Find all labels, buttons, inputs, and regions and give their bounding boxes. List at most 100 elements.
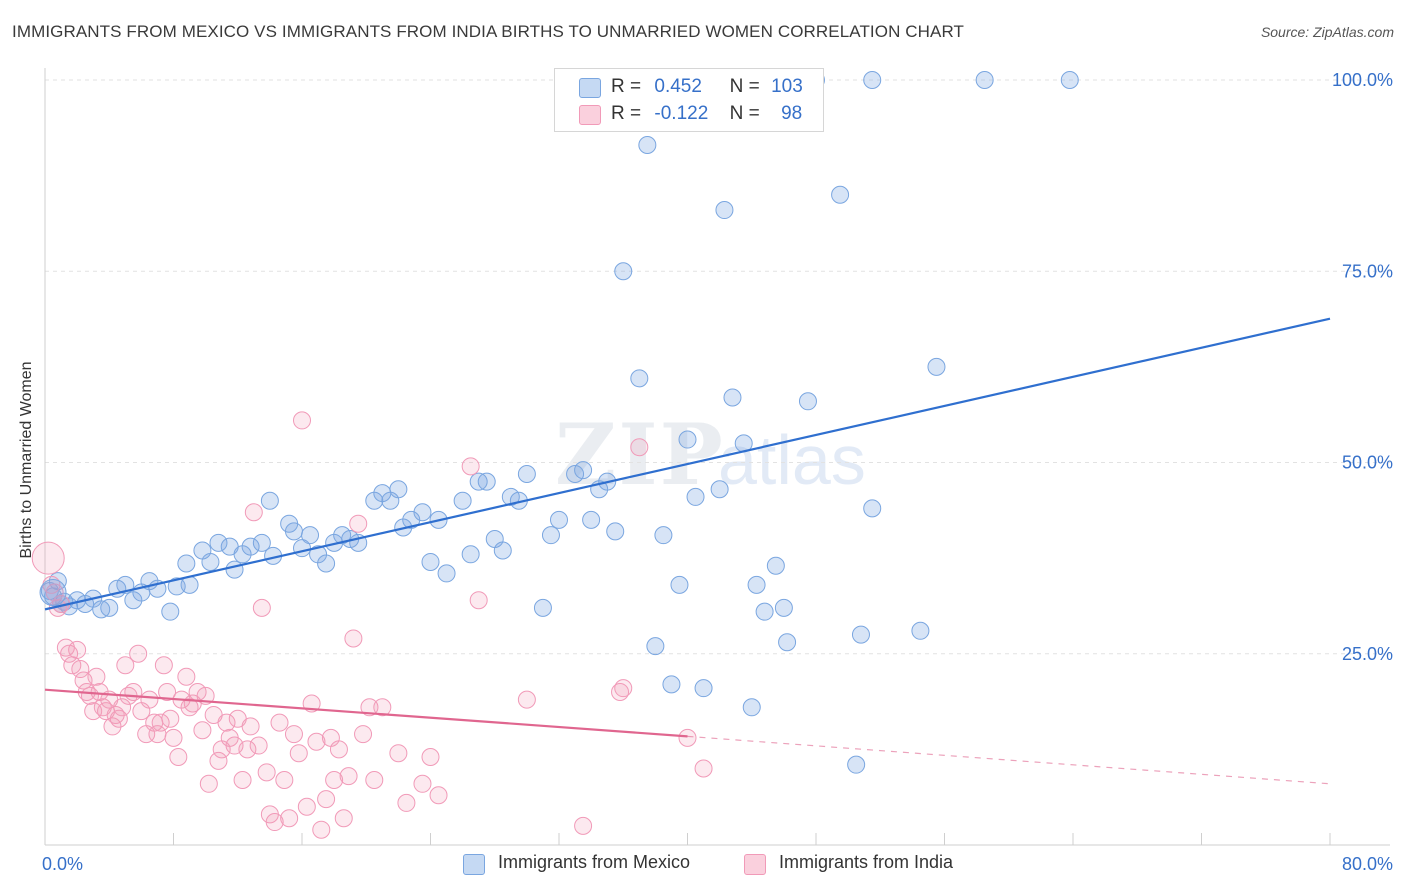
mexico-point xyxy=(911,621,930,640)
india-point xyxy=(339,767,358,786)
india-point xyxy=(238,740,257,759)
mexico-point xyxy=(975,71,994,89)
india-point xyxy=(177,667,196,686)
mexico-point xyxy=(662,675,681,694)
india-point xyxy=(45,583,64,602)
india-point xyxy=(244,503,263,522)
india-point xyxy=(71,660,90,679)
india-point xyxy=(68,640,87,659)
india-point xyxy=(31,541,65,575)
mexico-point xyxy=(670,575,689,594)
y-tick-label: 50.0% xyxy=(1342,453,1393,473)
mexico-point xyxy=(517,464,536,483)
india-point xyxy=(317,790,336,809)
watermark-atlas: atlas xyxy=(718,421,866,499)
india-point xyxy=(193,721,212,740)
y-tick-label: 25.0% xyxy=(1342,644,1393,664)
india-point xyxy=(265,813,284,832)
mexico-point xyxy=(461,545,480,564)
india-point xyxy=(169,748,188,767)
mexico-point xyxy=(260,491,279,510)
india-point xyxy=(469,591,488,610)
mexico-point xyxy=(630,369,649,388)
mexico-point xyxy=(798,392,817,411)
mexico-point xyxy=(694,679,713,698)
legend-r-value-india: -0.122 xyxy=(654,103,709,124)
india-trend-line xyxy=(44,688,688,738)
india-point xyxy=(611,683,630,701)
legend-r-label-mexico: R = xyxy=(611,76,642,97)
mexico-point xyxy=(413,503,432,522)
tick-labels: 25.0% 50.0% 75.0% 100.0% 0.0% 80.0% xyxy=(42,70,1393,874)
mexico-point xyxy=(654,526,673,545)
legend-swatch-india xyxy=(579,105,601,125)
mexico-point xyxy=(831,185,850,204)
bottom-legend-label-mexico: Immigrants from Mexico xyxy=(498,852,691,872)
legend-r-label-india: R = xyxy=(611,103,642,124)
mexico-point xyxy=(847,755,866,774)
india-point xyxy=(140,690,159,709)
india-point xyxy=(365,770,384,789)
mexico-point xyxy=(100,598,119,617)
mexico-point xyxy=(851,625,870,644)
mexico-point xyxy=(421,552,440,571)
india-point xyxy=(678,728,697,747)
mexico-point xyxy=(766,556,785,575)
india-point xyxy=(517,690,536,709)
x-tick-label-min: 0.0% xyxy=(42,854,83,874)
mexico-point xyxy=(161,602,180,621)
india-point xyxy=(334,809,353,828)
india-point xyxy=(161,709,180,728)
mexico-point xyxy=(241,537,260,556)
mexico-point xyxy=(747,575,766,594)
mexico-point xyxy=(778,633,797,652)
legend-n-label-mexico: N = xyxy=(729,76,760,97)
mexico-point xyxy=(225,560,244,579)
mexico-point xyxy=(646,637,665,656)
india-point xyxy=(124,683,143,701)
grid-lines xyxy=(45,79,1390,655)
india-point xyxy=(249,736,268,755)
mexico-point xyxy=(678,430,697,449)
india-point xyxy=(694,759,713,778)
axes xyxy=(44,68,1390,846)
x-tick-label-max: 80.0% xyxy=(1342,854,1393,874)
mexico-point xyxy=(606,522,625,541)
mexico-point xyxy=(638,136,657,155)
mexico-point xyxy=(710,480,729,499)
india-point xyxy=(284,725,303,744)
india-point xyxy=(397,793,416,812)
bottom-legend-label-india: Immigrants from India xyxy=(779,852,954,872)
mexico-point xyxy=(614,262,633,281)
mexico-point xyxy=(477,472,496,491)
india-point xyxy=(109,709,128,728)
mexico-point xyxy=(1060,71,1079,89)
india-point xyxy=(312,820,331,839)
chart-title: IMMIGRANTS FROM MEXICO VS IMMIGRANTS FRO… xyxy=(12,22,965,41)
india-point xyxy=(275,770,294,789)
mexico-point xyxy=(863,499,882,518)
mexico-point xyxy=(493,541,512,560)
mexico-point xyxy=(927,357,946,376)
legend-r-value-mexico: 0.452 xyxy=(654,76,702,97)
data-points xyxy=(31,71,1079,839)
india-point xyxy=(151,713,170,732)
mexico-point xyxy=(755,602,774,621)
bottom-legend-swatch-india xyxy=(744,854,766,875)
mexico-point xyxy=(209,533,228,552)
mexico-point xyxy=(715,201,734,220)
india-point xyxy=(630,438,649,457)
mexico-point xyxy=(317,554,336,573)
mexico-point xyxy=(550,510,568,529)
mexico-point xyxy=(723,388,742,407)
india-point xyxy=(252,598,271,617)
india-point xyxy=(164,728,183,747)
mexico-point xyxy=(284,522,303,541)
india-point xyxy=(413,774,432,793)
mexico-point xyxy=(252,533,271,552)
india-point xyxy=(421,748,440,767)
india-point xyxy=(325,770,344,789)
india-point xyxy=(113,698,132,717)
mexico-point xyxy=(574,461,593,480)
correlation-legend: R = 0.452 N = 103 R = -0.122 N = 98 xyxy=(554,68,824,132)
